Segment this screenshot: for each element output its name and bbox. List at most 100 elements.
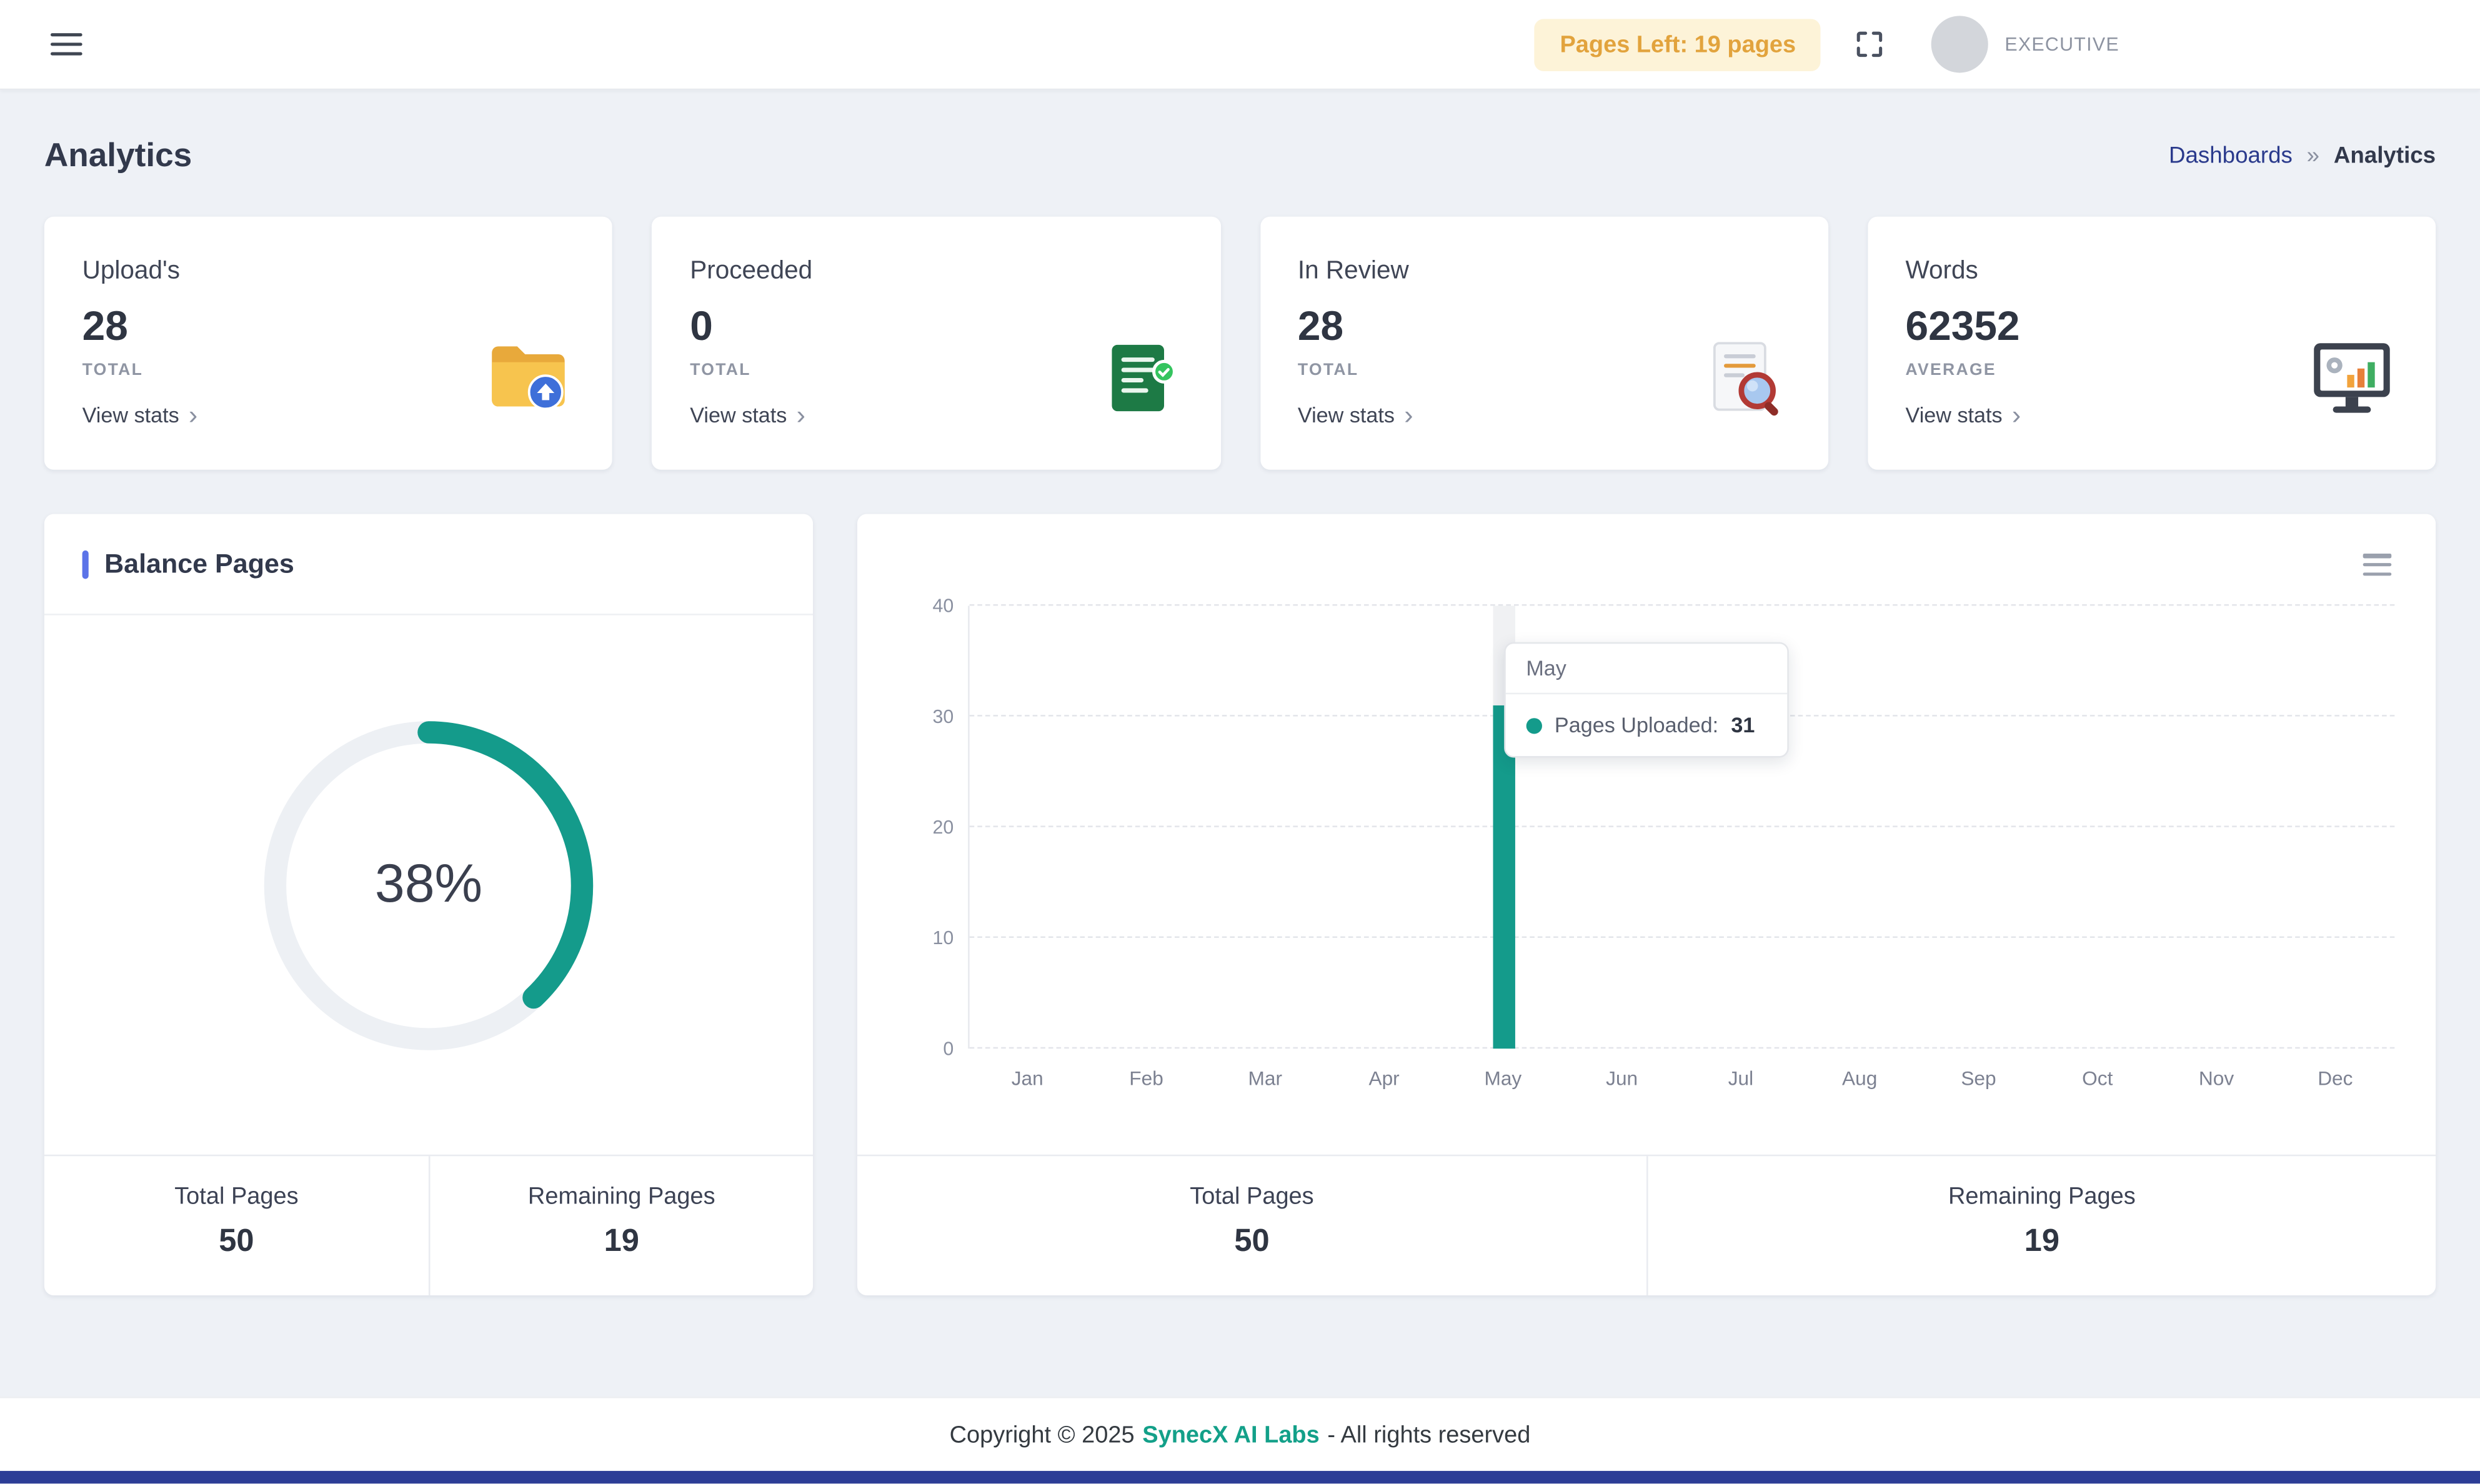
remaining-pages-value: 19	[1648, 1224, 2436, 1260]
breadcrumb-dashboards[interactable]: Dashboards	[2169, 144, 2293, 169]
series-dot-icon	[1526, 717, 1541, 733]
tooltip-series-label: Pages Uploaded:	[1555, 714, 1718, 737]
x-axis-tick: Feb	[1087, 1068, 1205, 1090]
menu-toggle-button[interactable]	[44, 20, 89, 68]
view-stats-label: View stats	[690, 403, 787, 427]
fullscreen-button[interactable]	[1856, 30, 1885, 59]
balance-card-header: Balance Pages	[44, 514, 813, 615]
donut-chart-area: 38%	[44, 615, 813, 1155]
fullscreen-icon	[1856, 30, 1885, 59]
x-axis-tick: Oct	[2038, 1068, 2157, 1090]
x-axis-tick: Aug	[1800, 1068, 1919, 1090]
document-check-icon	[1100, 340, 1179, 427]
view-stats-link[interactable]: View stats ›	[82, 402, 198, 429]
y-axis-tick: 10	[900, 927, 954, 949]
stat-card-words: Words 62352 AVERAGE View stats ›	[1868, 217, 2436, 470]
user-avatar[interactable]	[1932, 16, 1989, 72]
chevron-right-icon: ›	[1404, 402, 1413, 429]
total-pages-cell: Total Pages 50	[857, 1156, 1646, 1295]
view-stats-label: View stats	[1298, 403, 1395, 427]
x-axis-tick: Jun	[1563, 1068, 1681, 1090]
stat-title: In Review	[1298, 258, 1790, 287]
view-stats-label: View stats	[82, 403, 179, 427]
x-axis-tick: Nov	[2157, 1068, 2276, 1090]
balance-percent: 38%	[258, 714, 600, 1056]
stat-card-uploads: Upload's 28 TOTAL View stats ›	[44, 217, 612, 470]
total-pages-value: 50	[44, 1224, 429, 1260]
breadcrumb: Dashboards » Analytics	[2169, 144, 2436, 169]
rights-text: - All rights reserved	[1327, 1421, 1530, 1448]
balance-card-title: Balance Pages	[104, 548, 294, 580]
chart-menu-button[interactable]	[2360, 545, 2395, 584]
stats-row: Upload's 28 TOTAL View stats ›	[44, 217, 2436, 470]
gridline	[970, 1047, 2395, 1049]
view-stats-link[interactable]: View stats ›	[1298, 402, 1413, 429]
title-accent-bar	[82, 550, 89, 579]
topbar: Pages Left: 19 pages EXECUTIVE	[0, 0, 2480, 90]
user-role-label[interactable]: EXECUTIVE	[2004, 33, 2119, 55]
document-search-icon	[1705, 340, 1787, 430]
pages-left-badge: Pages Left: 19 pages	[1535, 18, 1821, 71]
x-axis-tick: Jan	[968, 1068, 1087, 1090]
x-axis-tick: Apr	[1325, 1068, 1443, 1090]
x-axis-tick: Sep	[1919, 1068, 2038, 1090]
gridline	[970, 604, 2395, 606]
y-axis-tick: 20	[900, 816, 954, 838]
x-axis-tick: Mar	[1206, 1068, 1325, 1090]
total-pages-value: 50	[857, 1224, 1646, 1260]
main-content: Analytics Dashboards » Analytics Upload'…	[0, 90, 2480, 1397]
x-axis-tick: Dec	[2276, 1068, 2394, 1090]
monitor-chart-icon	[2309, 340, 2395, 427]
breadcrumb-current: Analytics	[2334, 144, 2436, 169]
remaining-pages-cell: Remaining Pages 19	[1646, 1156, 2436, 1295]
breadcrumb-separator-icon: »	[2307, 144, 2319, 169]
y-axis-tick: 40	[900, 595, 954, 617]
balance-totals: Total Pages 50 Remaining Pages 19	[44, 1155, 813, 1295]
tooltip-body: Pages Uploaded: 31	[1505, 694, 1787, 756]
chart-tooltip: May Pages Uploaded: 31	[1504, 642, 1789, 758]
page-header: Analytics Dashboards » Analytics	[44, 137, 2436, 176]
remaining-pages-cell: Remaining Pages 19	[429, 1156, 813, 1295]
stat-card-proceeded: Proceeded 0 TOTAL View stats ›	[652, 217, 1220, 470]
tooltip-title: May	[1505, 644, 1787, 694]
app-root: Pages Left: 19 pages EXECUTIVE Analytics…	[0, 0, 2480, 1483]
y-axis-tick: 0	[900, 1038, 954, 1060]
chevron-right-icon: ›	[189, 402, 197, 429]
y-axis-tick: 30	[900, 705, 954, 727]
bar-chart-plot: May Pages Uploaded: 31 010203040	[968, 605, 2394, 1048]
chevron-right-icon: ›	[2012, 402, 2021, 429]
bar-chart-x-labels: JanFebMarAprMayJunJulAugSepOctNovDec	[968, 1068, 2394, 1090]
remaining-pages-label: Remaining Pages	[431, 1183, 814, 1210]
view-stats-link[interactable]: View stats ›	[690, 402, 805, 429]
lower-row: Balance Pages 38% Total Pages 50	[44, 514, 2436, 1295]
folder-upload-icon	[489, 340, 572, 421]
chart-menu-icon	[2363, 554, 2392, 558]
page-title: Analytics	[44, 137, 192, 176]
bar-chart-area: May Pages Uploaded: 31 010203040 JanFebM…	[857, 605, 2436, 1090]
chevron-right-icon: ›	[797, 402, 805, 429]
pages-uploaded-chart-card: May Pages Uploaded: 31 010203040 JanFebM…	[857, 514, 2436, 1295]
stat-title: Upload's	[82, 258, 575, 287]
total-pages-label: Total Pages	[857, 1183, 1646, 1210]
hamburger-icon	[51, 32, 82, 36]
remaining-pages-value: 19	[431, 1224, 814, 1260]
total-pages-cell: Total Pages 50	[44, 1156, 429, 1295]
footer: Copyright © 2025 SynecX AI Labs - All ri…	[0, 1397, 2480, 1471]
total-pages-label: Total Pages	[44, 1183, 429, 1210]
chart-totals: Total Pages 50 Remaining Pages 19	[857, 1155, 2436, 1295]
gridline	[970, 937, 2395, 939]
gridline	[970, 825, 2395, 827]
topbar-right: Pages Left: 19 pages EXECUTIVE	[1535, 16, 2119, 72]
copyright-text: Copyright © 2025	[950, 1421, 1135, 1448]
stat-title: Proceeded	[690, 258, 1182, 287]
view-stats-link[interactable]: View stats ›	[1906, 402, 2021, 429]
stat-card-in-review: In Review 28 TOTAL View stats ›	[1260, 217, 1828, 470]
tooltip-value: 31	[1731, 714, 1755, 737]
balance-pages-card: Balance Pages 38% Total Pages 50	[44, 514, 813, 1295]
x-axis-tick: Jul	[1681, 1068, 1800, 1090]
x-axis-tick: May	[1443, 1068, 1562, 1090]
stat-title: Words	[1906, 258, 2398, 287]
remaining-pages-label: Remaining Pages	[1648, 1183, 2436, 1210]
bottom-accent-bar	[0, 1471, 2480, 1483]
brand-link[interactable]: SynecX AI Labs	[1142, 1421, 1320, 1448]
